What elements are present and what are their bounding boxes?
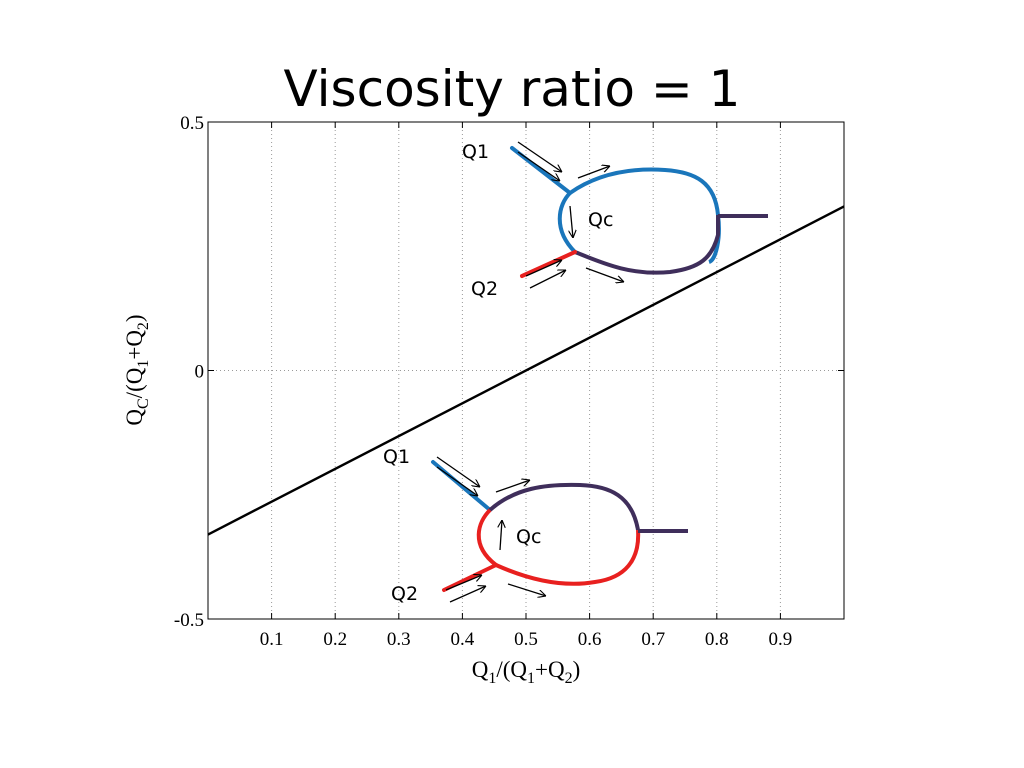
x-tick-label: 0.4 (451, 629, 475, 650)
bottom-q2-label: Q2 (391, 583, 418, 605)
x-tick-label: 0.3 (387, 629, 411, 650)
bottom-q1-arrow-1 (436, 456, 480, 487)
bottom-q2-arrow-1 (445, 575, 482, 591)
x-tick-label: 0.6 (578, 629, 602, 650)
bottom-loop-diagram: Q1 Qc Q2 (383, 446, 688, 605)
top-qc-arrow (570, 205, 573, 238)
top-out-arrow (585, 267, 624, 282)
bottom-loop-red-branch (495, 529, 641, 586)
slide-title: Viscosity ratio = 1 (283, 60, 741, 118)
top-q1-label: Q1 (462, 141, 489, 163)
top-q2-label: Q2 (471, 278, 498, 300)
y-axis-label: QC/(Q1+Q2) (122, 314, 152, 425)
top-q2-channel (520, 250, 577, 278)
bottom-out-arrow (507, 583, 546, 596)
x-axis-label: Q1/(Q1+Q2) (472, 657, 581, 687)
bottom-q1-label: Q1 (383, 446, 410, 468)
top-loop-diagram: Q1 Qc Q2 (462, 141, 768, 300)
top-q1-channel (510, 146, 572, 195)
x-tick-label: 0.8 (705, 629, 729, 650)
bottom-q1-channel (431, 460, 492, 512)
bottom-q2-channel (442, 563, 498, 592)
ticks: 0.1 0.2 0.3 0.4 0.5 0.6 0.7 0.8 0.9 0.5 0 -0.5 (174, 113, 844, 650)
bottom-qc-label: Qc (516, 526, 541, 548)
x-tick-label: 0.5 (514, 629, 538, 650)
bottom-q2-arrow-2 (449, 586, 486, 603)
top-q1-arrow-1 (517, 141, 562, 172)
top-flow-arrow (577, 166, 610, 179)
x-tick-label: 0.2 (323, 629, 347, 650)
bottom-qc-arrow (500, 520, 502, 551)
top-q2-arrow-2 (529, 269, 566, 289)
bottom-loop-purple-branch (488, 482, 640, 531)
x-tick-label: 0.7 (641, 629, 665, 650)
top-q1-arrow-2 (517, 151, 560, 181)
bottom-loop-red-left (476, 508, 498, 567)
series (207, 205, 845, 536)
y-tick-label: 0.5 (180, 113, 204, 134)
y-tick-label: -0.5 (174, 610, 204, 631)
y-tick-label: 0 (195, 362, 205, 383)
top-loop-blue-left (557, 191, 577, 254)
top-qc-label: Qc (588, 209, 613, 231)
bottom-q1-arrow-2 (436, 466, 478, 496)
bottom-flow-arrow (495, 480, 530, 493)
top-loop-purple-branch (574, 215, 720, 275)
x-tick-label: 0.9 (769, 629, 793, 650)
top-q2-arrow-1 (525, 260, 562, 277)
series-line (207, 205, 845, 536)
x-tick-label: 0.1 (260, 629, 284, 650)
